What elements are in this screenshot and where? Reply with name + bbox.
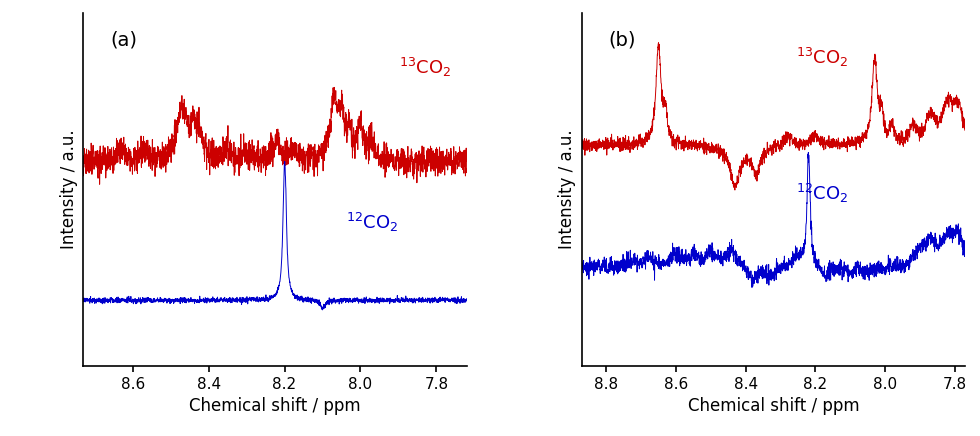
Text: $^{12}$CO$_2$: $^{12}$CO$_2$ — [796, 181, 849, 204]
Text: (a): (a) — [110, 31, 137, 50]
X-axis label: Chemical shift / ppm: Chemical shift / ppm — [189, 397, 361, 415]
Y-axis label: Intensity / a.u.: Intensity / a.u. — [60, 130, 77, 249]
X-axis label: Chemical shift / ppm: Chemical shift / ppm — [688, 397, 859, 415]
Text: $^{13}$CO$_2$: $^{13}$CO$_2$ — [796, 46, 849, 69]
Text: (b): (b) — [609, 31, 636, 50]
Text: $^{12}$CO$_2$: $^{12}$CO$_2$ — [346, 211, 398, 234]
Text: $^{13}$CO$_2$: $^{13}$CO$_2$ — [399, 56, 451, 79]
Y-axis label: Intensity / a.u.: Intensity / a.u. — [559, 130, 576, 249]
